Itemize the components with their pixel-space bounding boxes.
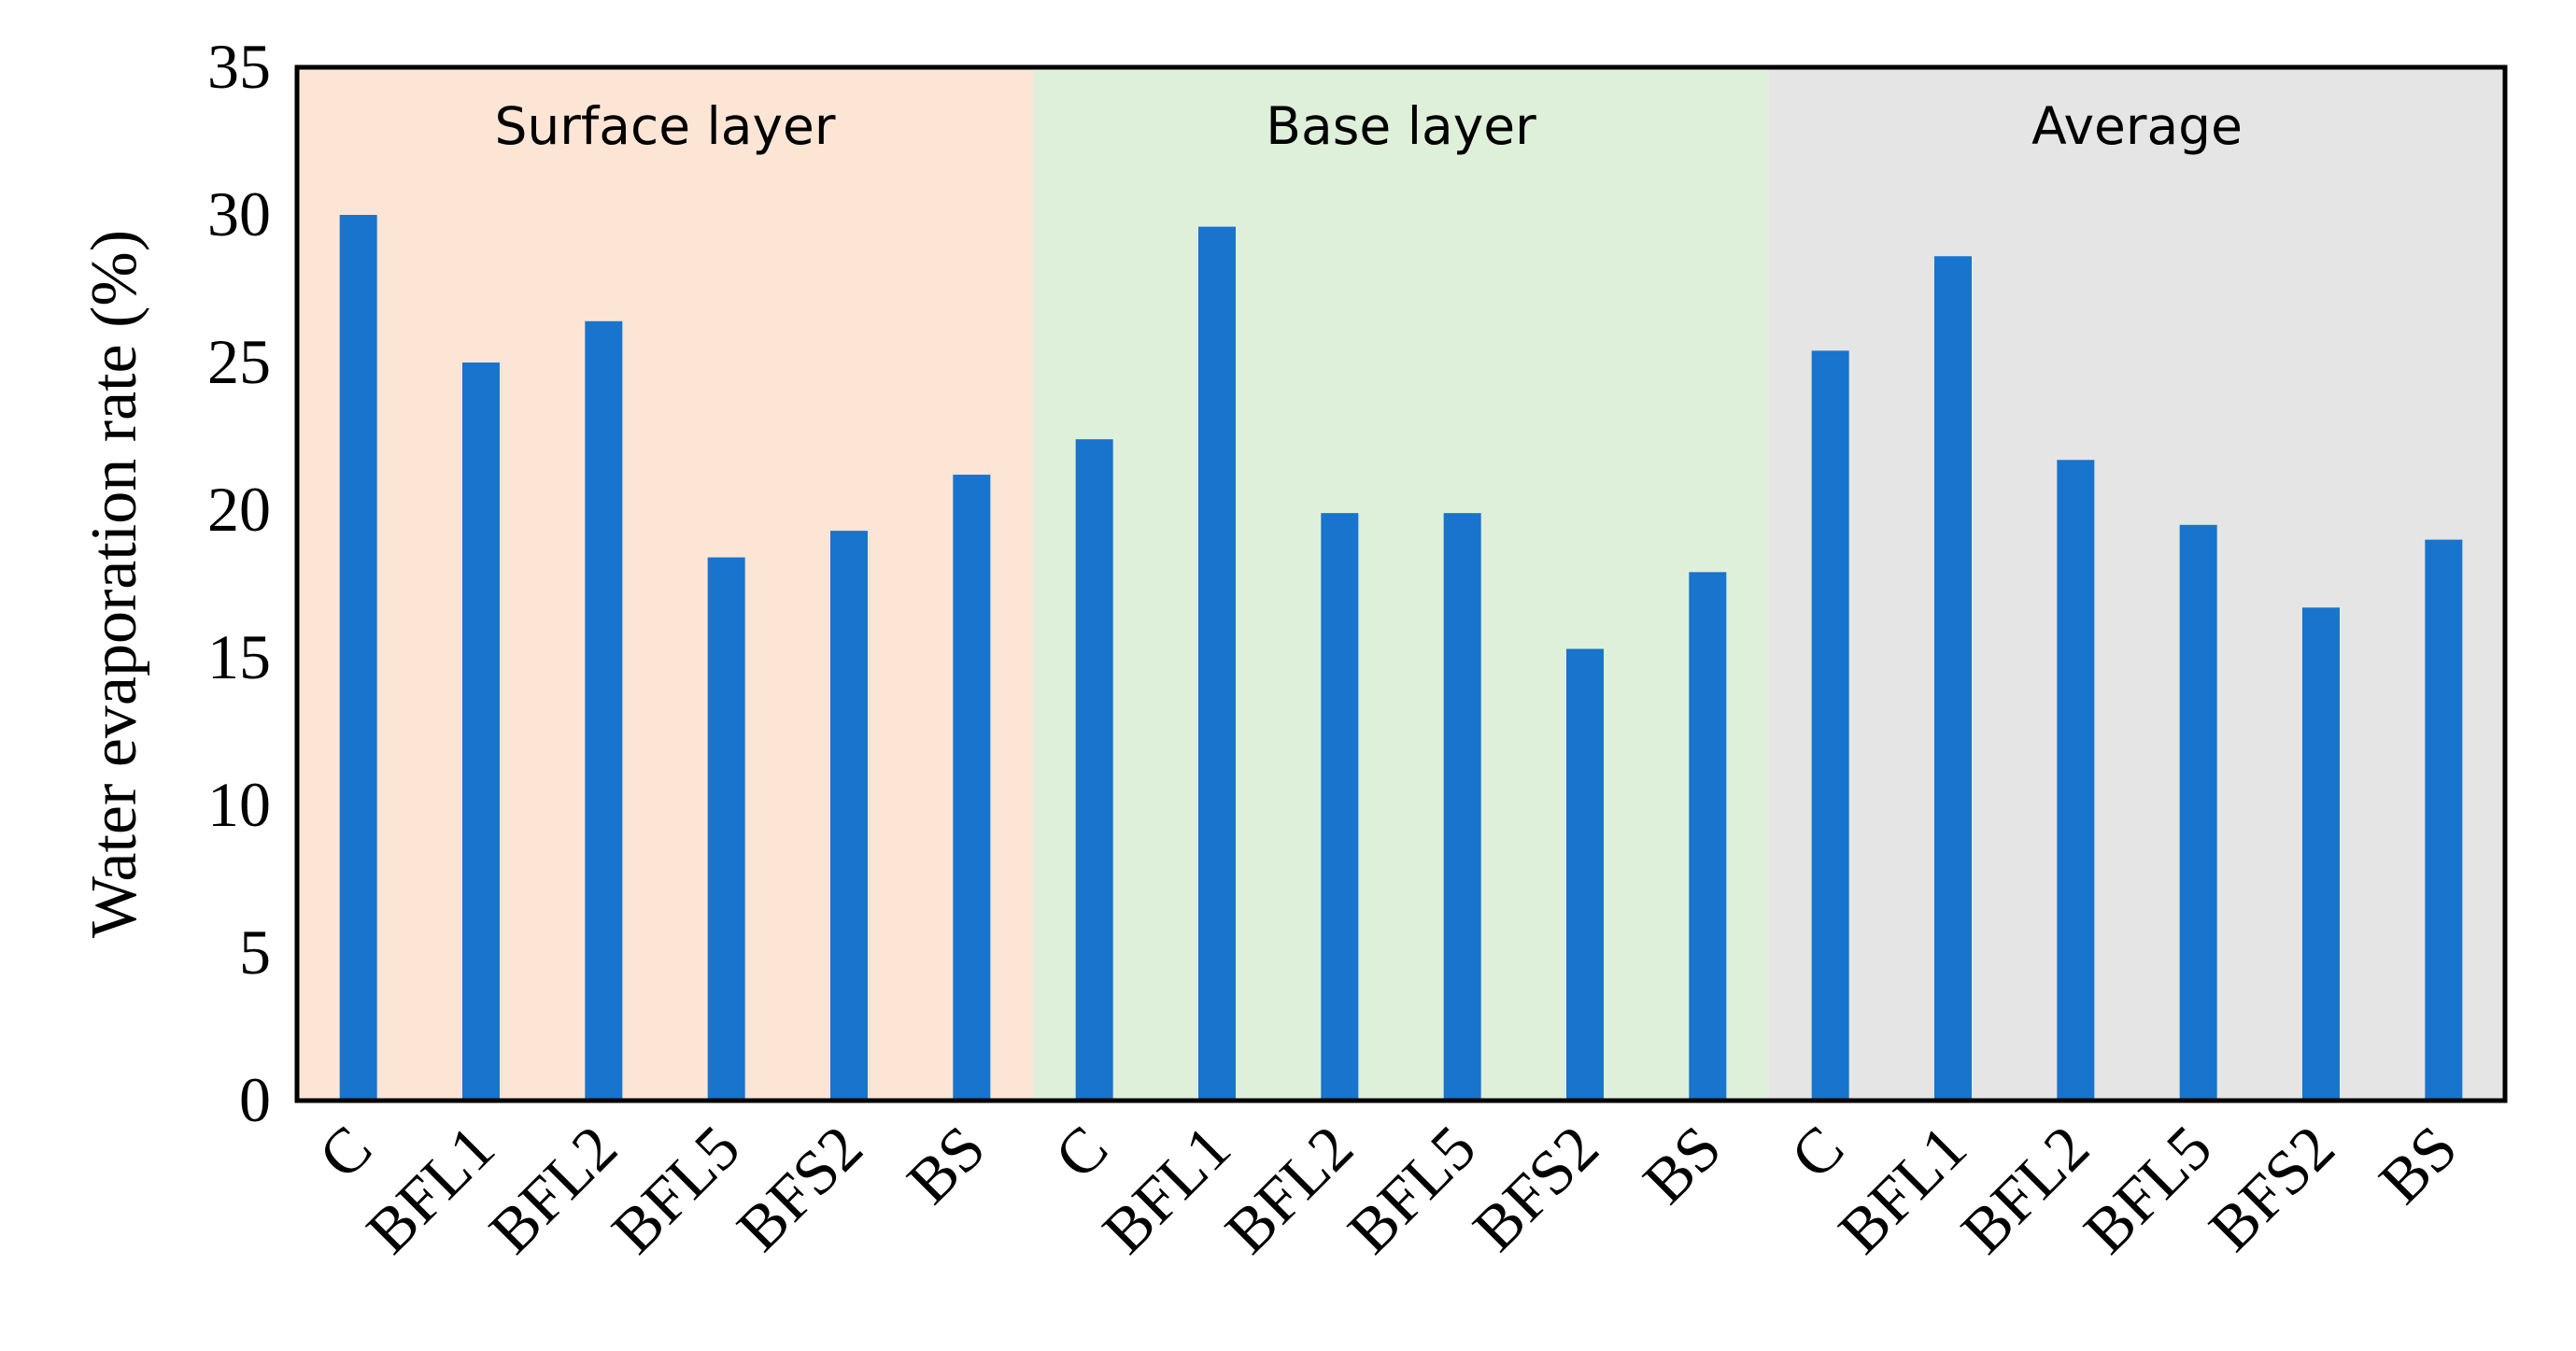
x-tick-label: BFS2 <box>723 1112 875 1264</box>
x-tick-label: BS <box>893 1112 998 1217</box>
bar-base-layer-c <box>1075 439 1113 1101</box>
panel-label-surface-layer: Surface layer <box>495 96 836 156</box>
x-tick-label: BFL5 <box>2070 1112 2225 1267</box>
panel-bg-base-layer <box>1033 67 1769 1101</box>
bar-surface-layer-bfs2 <box>830 531 868 1101</box>
panel-label-base-layer: Base layer <box>1266 96 1536 156</box>
x-tick-label: BFL5 <box>1334 1112 1489 1267</box>
plot-frame <box>294 64 2508 1103</box>
bar-average-bfl5 <box>2179 524 2217 1101</box>
bars <box>339 215 2463 1102</box>
x-tick-label: BFL1 <box>353 1112 508 1267</box>
bar-base-layer-bs <box>1689 572 1727 1101</box>
bar-base-layer-bfl2 <box>1321 513 1359 1101</box>
panel-backgrounds: Surface layer Base layer Average <box>297 67 2505 1101</box>
bar-surface-layer-bfl1 <box>462 363 500 1101</box>
x-tick-label: C <box>1776 1112 1857 1192</box>
panel-bg-average <box>1769 67 2505 1101</box>
bar-average-bs <box>2425 539 2463 1101</box>
x-tick-label: BFS2 <box>1459 1112 1611 1264</box>
y-tick-label: 5 <box>239 917 271 988</box>
x-tick-label: BFL2 <box>475 1112 630 1267</box>
x-tick-label: BFL1 <box>1089 1112 1244 1267</box>
bar-average-bfl1 <box>1934 256 1972 1101</box>
y-tick-label: 35 <box>207 31 271 102</box>
y-tick-label: 25 <box>207 326 271 397</box>
x-tick-label: BFL2 <box>1947 1112 2102 1267</box>
x-tick-label: BFL5 <box>598 1112 753 1267</box>
bar-average-bfl2 <box>2057 460 2095 1101</box>
bar-base-layer-bfl1 <box>1198 226 1236 1101</box>
x-tick-label: C <box>1040 1112 1121 1192</box>
y-tick-label: 10 <box>207 769 271 840</box>
y-tick-label: 30 <box>207 178 271 249</box>
y-axis: 0 5 10 15 20 25 30 35 <box>207 31 271 1135</box>
bar-surface-layer-bfl2 <box>585 320 623 1101</box>
bar-surface-layer-bfl5 <box>707 557 745 1101</box>
x-tick-label: BFL2 <box>1211 1112 1366 1267</box>
bar-base-layer-bfs2 <box>1566 648 1604 1101</box>
panel-label-average: Average <box>2031 96 2243 156</box>
bar-average-bfs2 <box>2302 607 2340 1101</box>
x-tick-label: BFS2 <box>2195 1112 2347 1264</box>
y-tick-label: 20 <box>207 474 271 545</box>
panel-bg-surface-layer <box>297 67 1033 1101</box>
bar-base-layer-bfl5 <box>1443 513 1481 1101</box>
bar-surface-layer-c <box>339 215 377 1101</box>
y-axis-title: Water evaporation rate (%) <box>78 230 150 938</box>
bar-average-c <box>1811 350 1849 1101</box>
x-tick-label: BS <box>2365 1112 2470 1217</box>
x-tick-label: BS <box>1629 1112 1734 1217</box>
x-tick-label: BFL1 <box>1825 1112 1980 1267</box>
y-tick-label: 15 <box>207 621 271 692</box>
x-tick-label: C <box>304 1112 385 1192</box>
bar-surface-layer-bs <box>953 475 991 1102</box>
y-tick-label: 0 <box>239 1064 271 1135</box>
